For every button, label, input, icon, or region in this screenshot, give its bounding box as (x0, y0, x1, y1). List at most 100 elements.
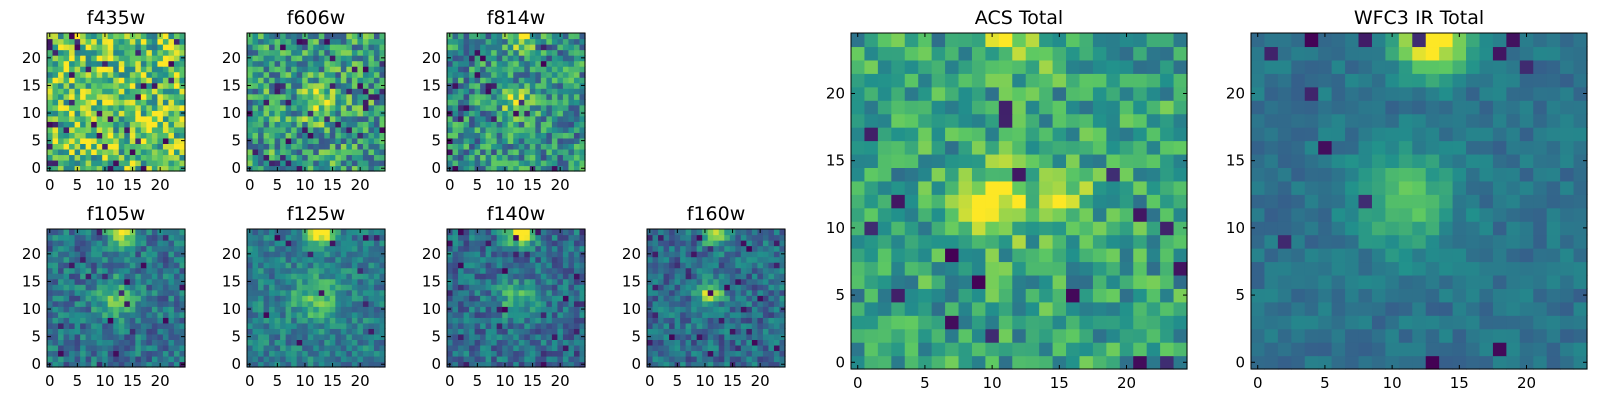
heatmap-cell (513, 328, 520, 335)
heatmap-cell (546, 44, 553, 51)
heatmap-cell (329, 60, 336, 67)
heatmap-cell (518, 88, 525, 95)
heatmap-cell (485, 55, 492, 62)
heatmap-cell (124, 245, 131, 252)
heatmap-cell (718, 322, 725, 329)
heatmap-cell (1025, 194, 1040, 209)
heatmap-cell (85, 38, 92, 45)
heatmap-cell (324, 328, 331, 335)
heatmap-cell (47, 49, 54, 56)
heatmap-cell (252, 99, 259, 106)
heatmap-cell (113, 344, 120, 352)
heatmap-cell (340, 240, 347, 247)
heatmap-cell (118, 143, 125, 150)
heatmap-cell (573, 148, 581, 156)
heatmap-cell (779, 328, 786, 335)
heatmap-cell (173, 159, 181, 167)
heatmap-cell (562, 284, 570, 291)
heatmap-cell (663, 267, 670, 274)
heatmap-cell (696, 328, 703, 335)
heatmap-cell (762, 339, 770, 346)
heatmap-cell (551, 234, 558, 241)
heatmap-cell (685, 240, 692, 247)
heatmap-cell (1012, 234, 1027, 249)
heatmap-cell (985, 328, 1000, 343)
heatmap-cell (285, 44, 292, 51)
heatmap-cell (485, 333, 492, 340)
heatmap-cell (285, 300, 292, 307)
heatmap-cell (685, 267, 692, 274)
heatmap-cell (74, 104, 81, 111)
heatmap-cell (579, 262, 586, 269)
heatmap-cell (247, 71, 254, 78)
heatmap-cell (129, 284, 136, 291)
heatmap-cell (135, 49, 142, 56)
heatmap-cell (474, 44, 481, 51)
heatmap-cell (463, 49, 470, 56)
heatmap-cell (474, 66, 481, 73)
heatmap-cell (307, 317, 314, 324)
heatmap-cell (135, 110, 142, 117)
heatmap-cell (362, 267, 370, 274)
heatmap-cell (179, 154, 186, 161)
heatmap-cell (851, 315, 866, 330)
heatmap-cell (107, 306, 114, 313)
heatmap-cell (463, 311, 470, 318)
heatmap-cell (168, 339, 175, 346)
heatmap-cell (63, 311, 70, 318)
heatmap-cell (713, 344, 720, 352)
heatmap-cell (179, 126, 186, 133)
heatmap-cell (107, 284, 114, 291)
heatmap-cell (52, 251, 59, 258)
heatmap-cell (529, 99, 536, 106)
heatmap-cell (674, 322, 681, 329)
heatmap-cell (762, 311, 770, 318)
heatmap-cell (762, 240, 770, 247)
heatmap-cell (324, 278, 331, 285)
heatmap-cell (151, 93, 158, 100)
heatmap-cell (274, 137, 281, 144)
heatmap-cell (263, 355, 270, 363)
heatmap-cell (485, 289, 492, 296)
heatmap-cell (746, 306, 753, 313)
heatmap-cell (335, 66, 342, 73)
heatmap-cell (258, 306, 265, 313)
plot-frame-f160w (646, 228, 786, 368)
heatmap-cell (696, 251, 703, 258)
panel-title: f435w (87, 7, 146, 29)
heatmap-cell (985, 288, 1000, 303)
heatmap-cell (452, 88, 459, 95)
heatmap-cell (768, 328, 775, 335)
heatmap-cell (302, 82, 309, 89)
heatmap-cell (458, 267, 465, 274)
heatmap-cell (652, 300, 659, 307)
heatmap-cell (247, 154, 254, 161)
heatmap-cell (357, 245, 364, 252)
heatmap-cell (540, 60, 547, 67)
heatmap-cell (491, 49, 498, 56)
heatmap-cell (1052, 180, 1067, 195)
heatmap-cell (485, 88, 492, 95)
heatmap-cell (680, 339, 687, 346)
heatmap-cell (313, 88, 320, 95)
heatmap-cell (146, 350, 153, 357)
heatmap-cell (768, 333, 775, 340)
heatmap-cell (113, 278, 120, 285)
heatmap-cell (669, 344, 676, 352)
heatmap-cell (368, 234, 375, 241)
heatmap-cell (324, 33, 331, 40)
heatmap-cell (669, 361, 676, 368)
heatmap-cell (252, 245, 259, 252)
heatmap-cell (513, 121, 520, 128)
heatmap-cell (329, 240, 336, 247)
heatmap-cell (346, 339, 353, 346)
heatmap-cell (302, 137, 309, 144)
heatmap-cell (146, 115, 153, 122)
heatmap-cell (724, 361, 731, 368)
heatmap-cell (274, 115, 281, 122)
heatmap-cell (518, 77, 525, 84)
heatmap-cell (379, 322, 386, 329)
heatmap-cell (658, 262, 665, 269)
heatmap-cell (658, 295, 665, 302)
